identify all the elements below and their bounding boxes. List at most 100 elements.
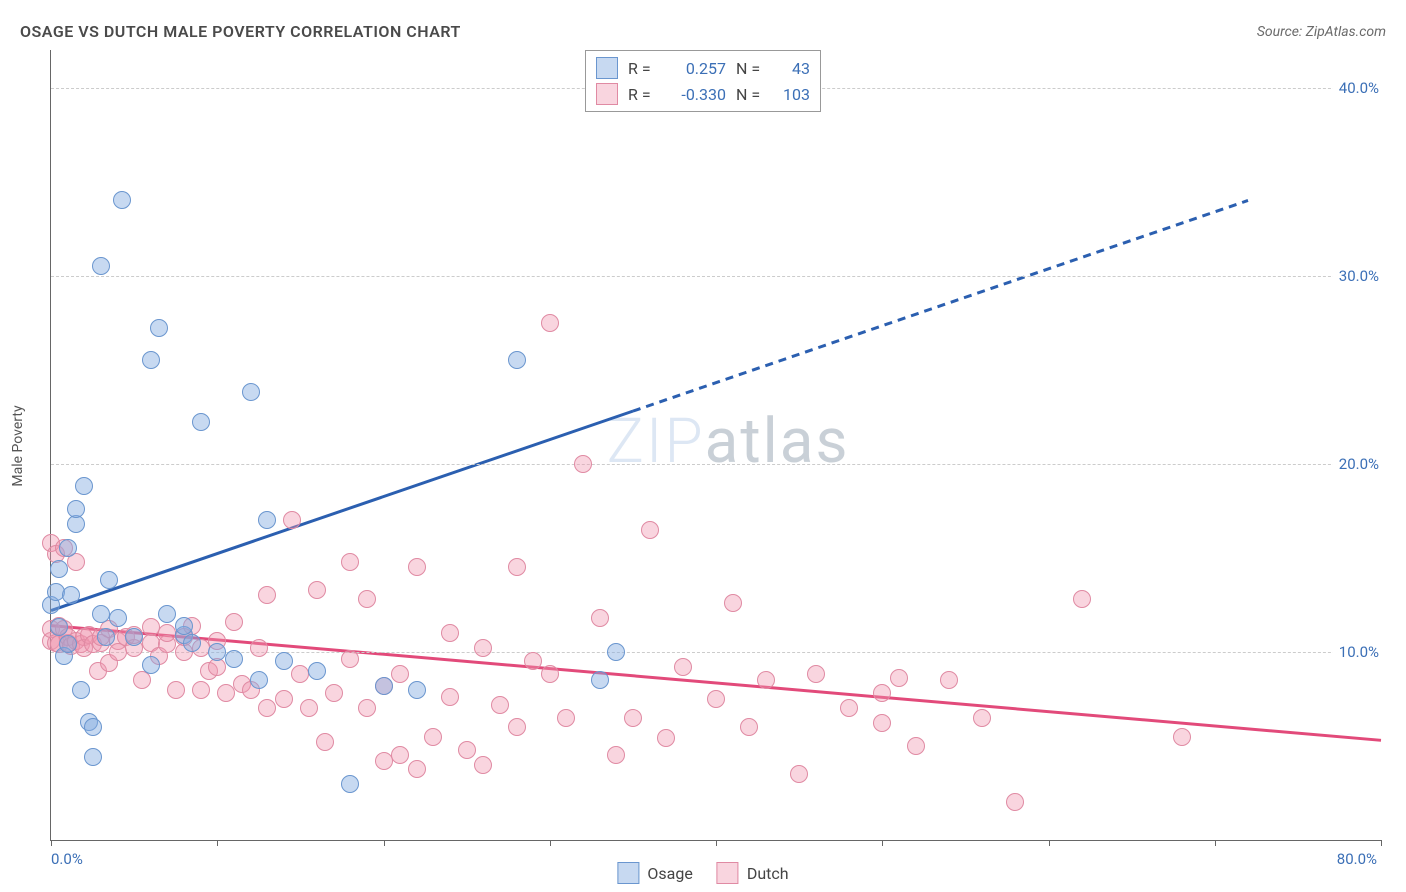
legend-label: Dutch xyxy=(747,864,789,883)
scatter-point xyxy=(158,624,176,642)
watermark-part2: atlas xyxy=(705,405,850,478)
legend-swatch xyxy=(617,862,639,884)
plot-area: ZIPatlas 10.0%20.0%30.0%40.0%0.0%80.0% xyxy=(50,50,1381,841)
scatter-point xyxy=(474,639,492,657)
watermark-part1: ZIP xyxy=(607,405,705,478)
scatter-point xyxy=(72,681,90,699)
scatter-point xyxy=(391,665,409,683)
scatter-point xyxy=(225,613,243,631)
scatter-point xyxy=(275,652,293,670)
scatter-point xyxy=(142,351,160,369)
legend-row: R =-0.330N =103 xyxy=(596,81,810,107)
legend-label: Osage xyxy=(647,864,692,883)
scatter-point xyxy=(97,628,115,646)
scatter-point xyxy=(258,699,276,717)
scatter-point xyxy=(1173,728,1191,746)
scatter-point xyxy=(150,319,168,337)
scatter-point xyxy=(113,191,131,209)
scatter-point xyxy=(375,677,393,695)
scatter-point xyxy=(607,746,625,764)
scatter-point xyxy=(341,775,359,793)
correlation-legend: R =0.257N =43R =-0.330N =103 xyxy=(585,50,821,112)
scatter-point xyxy=(325,684,343,702)
scatter-point xyxy=(873,714,891,732)
scatter-point xyxy=(225,650,243,668)
x-tick xyxy=(550,840,551,846)
scatter-point xyxy=(175,617,193,635)
scatter-point xyxy=(158,605,176,623)
legend-item: Dutch xyxy=(717,862,789,884)
scatter-point xyxy=(50,618,68,636)
chart-title: OSAGE VS DUTCH MALE POVERTY CORRELATION … xyxy=(20,22,461,41)
scatter-point xyxy=(674,658,692,676)
x-tick xyxy=(716,840,717,846)
trend-lines xyxy=(51,50,1381,840)
scatter-point xyxy=(707,690,725,708)
scatter-point xyxy=(491,696,509,714)
legend-n-label: N = xyxy=(736,59,764,78)
scatter-point xyxy=(192,681,210,699)
legend-row: R =0.257N =43 xyxy=(596,55,810,81)
x-tick xyxy=(1381,840,1382,846)
scatter-point xyxy=(316,733,334,751)
trend-line xyxy=(51,411,633,610)
scatter-point xyxy=(890,669,908,687)
legend-swatch xyxy=(717,862,739,884)
scatter-point xyxy=(59,539,77,557)
scatter-point xyxy=(84,748,102,766)
scatter-point xyxy=(341,553,359,571)
scatter-point xyxy=(1073,590,1091,608)
scatter-point xyxy=(408,558,426,576)
y-tick-label: 10.0% xyxy=(1333,643,1385,661)
scatter-point xyxy=(167,681,185,699)
scatter-point xyxy=(125,628,143,646)
legend-n-value: 103 xyxy=(774,85,810,104)
legend-r-value: -0.330 xyxy=(666,85,726,104)
scatter-point xyxy=(250,639,268,657)
scatter-point xyxy=(591,609,609,627)
scatter-point xyxy=(341,650,359,668)
scatter-point xyxy=(408,681,426,699)
x-tick xyxy=(217,840,218,846)
chart-header: OSAGE VS DUTCH MALE POVERTY CORRELATION … xyxy=(20,22,1386,41)
scatter-point xyxy=(242,383,260,401)
scatter-point xyxy=(641,521,659,539)
scatter-point xyxy=(508,558,526,576)
scatter-point xyxy=(92,257,110,275)
scatter-point xyxy=(840,699,858,717)
scatter-point xyxy=(424,728,442,746)
scatter-point xyxy=(557,709,575,727)
legend-item: Osage xyxy=(617,862,692,884)
x-tick xyxy=(1049,840,1050,846)
scatter-point xyxy=(308,662,326,680)
scatter-point xyxy=(142,618,160,636)
watermark: ZIPatlas xyxy=(607,405,850,478)
scatter-point xyxy=(1006,793,1024,811)
scatter-point xyxy=(524,652,542,670)
scatter-point xyxy=(790,765,808,783)
scatter-point xyxy=(907,737,925,755)
scatter-point xyxy=(62,586,80,604)
scatter-point xyxy=(607,643,625,661)
scatter-point xyxy=(208,643,226,661)
scatter-point xyxy=(408,760,426,778)
scatter-point xyxy=(67,500,85,518)
scatter-point xyxy=(84,718,102,736)
scatter-point xyxy=(283,511,301,529)
scatter-point xyxy=(508,718,526,736)
x-tick xyxy=(1215,840,1216,846)
trend-line xyxy=(633,200,1248,411)
scatter-point xyxy=(92,605,110,623)
scatter-point xyxy=(724,594,742,612)
x-tick xyxy=(882,840,883,846)
y-tick-label: 30.0% xyxy=(1333,267,1385,285)
scatter-point xyxy=(757,671,775,689)
scatter-point xyxy=(940,671,958,689)
scatter-point xyxy=(441,624,459,642)
x-tick-label: 0.0% xyxy=(51,850,83,868)
scatter-point xyxy=(624,709,642,727)
scatter-point xyxy=(308,581,326,599)
scatter-point xyxy=(391,746,409,764)
scatter-point xyxy=(358,590,376,608)
scatter-point xyxy=(291,665,309,683)
